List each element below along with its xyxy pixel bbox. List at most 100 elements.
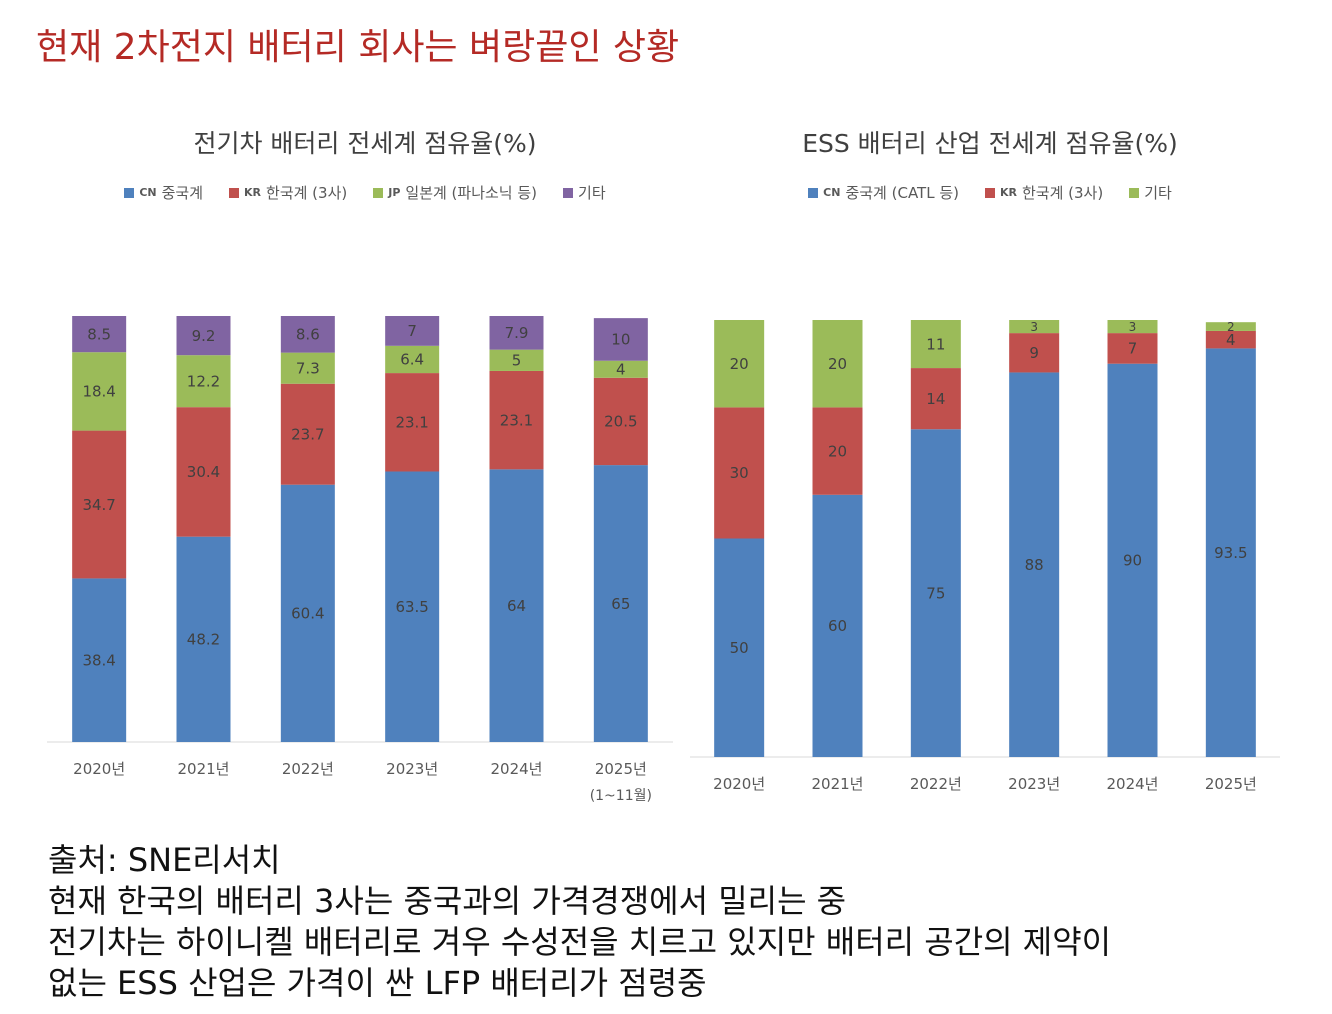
ev-bar-segment: [489, 349, 544, 371]
ev-bar-segment: [176, 355, 231, 408]
legend-swatch: [373, 187, 384, 198]
ess-bar-segment: [910, 368, 961, 430]
ev-bar-segment: [593, 318, 648, 361]
ess-bar-segment: [1107, 363, 1158, 757]
ess-chart-plot: 50 30 20 2020년 60 20 20 2021년 75 14 11 2022년 88 9 3 202…: [690, 320, 1280, 793]
ess-data-label: 9: [1029, 344, 1039, 362]
legend-swatch: [808, 187, 819, 198]
ev-bar-segment: [176, 536, 231, 742]
ev-data-label: 9.2: [192, 327, 216, 345]
ev-data-label: 8.6: [296, 326, 320, 344]
ev-bar-segment: [385, 471, 440, 742]
ess-data-label: 3: [1030, 320, 1038, 334]
legend-label: 한국계 (3사): [1021, 184, 1104, 202]
ess-data-label: 90: [1123, 552, 1142, 570]
ess-data-label: 60: [828, 617, 847, 635]
ev-bar-segment: [72, 578, 127, 742]
ess-bar-segment: [812, 320, 863, 408]
ev-bar-segment: [72, 430, 127, 579]
ev-data-label: 30.4: [187, 463, 220, 481]
ev-data-label: 64: [507, 597, 526, 615]
ev-bar-segment: [593, 377, 648, 466]
legend-swatch: [563, 187, 574, 198]
ess-chart-legend: CN 중국계 (CATL 등) KR 한국계 (3사) 기타: [680, 182, 1300, 203]
ev-legend-item: CN 중국계: [124, 182, 203, 203]
ess-bar-segment: [1107, 320, 1158, 334]
ess-bar-segment: [1107, 333, 1158, 364]
legend-swatch: [984, 187, 995, 198]
ev-data-label: 5: [512, 352, 522, 370]
ess-x-tick-label: 2024년: [1107, 775, 1159, 793]
ev-x-tick-label: 2023년: [386, 760, 438, 778]
ev-chart-title: 전기차 배터리 전세계 점유율(%): [193, 129, 537, 158]
ev-data-label: 48.2: [187, 631, 220, 649]
commentary-line-1: 현재 한국의 배터리 3사는 중국과의 가격경쟁에서 밀리는 중: [48, 882, 847, 920]
ev-legend-item: 기타: [563, 182, 606, 203]
ev-data-label: 6.4: [400, 351, 424, 369]
ess-bar-segment: [812, 494, 863, 757]
commentary-line-3: 없는 ESS 산업은 가격이 싼 LFP 배터리가 점령중: [48, 964, 707, 1002]
ess-bar-segment: [714, 320, 765, 408]
legend-label: 기타: [1144, 184, 1172, 202]
ess-bar-segment: [1009, 372, 1060, 757]
ess-x-tick-label: 2022년: [910, 775, 962, 793]
ev-data-label: 23.7: [291, 425, 324, 443]
ev-data-label: 23.1: [395, 414, 428, 432]
legend-label: 중국계: [161, 184, 204, 202]
legend-flag-code: CN: [139, 186, 157, 199]
ess-data-label: 7: [1128, 340, 1138, 358]
legend-label: 중국계 (CATL 등): [845, 184, 959, 202]
headline: 현재 2차전지 배터리 회사는 벼랑끝인 상황: [36, 27, 680, 68]
commentary-line-2: 전기차는 하이니켈 배터리로 겨우 수성전을 치르고 있지만 배터리 공간의 제…: [48, 923, 1112, 961]
ev-bar-segment: [72, 316, 127, 353]
ev-data-label: 4: [616, 361, 626, 379]
ev-bar-segment: [489, 316, 544, 350]
ev-bar-segment: [489, 469, 544, 742]
ess-legend-item: CN 중국계 (CATL 등): [808, 182, 959, 203]
ev-legend-item: KR 한국계 (3사): [229, 182, 347, 203]
notes-block: 출처: SNE리서치 현재 한국의 배터리 3사는 중국과의 가격경쟁에서 밀리…: [48, 840, 1111, 1004]
source-note: 출처: SNE리서치: [48, 841, 281, 879]
ev-data-label: 23.1: [500, 411, 533, 429]
ev-bar-segment: [385, 316, 440, 346]
legend-swatch: [1129, 187, 1140, 198]
legend-swatch: [229, 187, 240, 198]
ev-x-tick-label: 2020년: [73, 760, 125, 778]
ev-x-tick-label: 2021년: [178, 760, 230, 778]
ess-data-label: 88: [1025, 556, 1044, 574]
ess-x-tick-label: 2020년: [713, 775, 765, 793]
ev-battery-share-chart: 38.4 34.7 18.4 8.5 2020년 48.2 30.4 12.2 9.2 2021년…: [40, 110, 690, 830]
ev-chart-legend: CN 중국계 KR 한국계 (3사) JP 일본계 (파나소닉 등) 기타: [40, 182, 690, 203]
ess-bar-segment: [1009, 333, 1060, 373]
legend-flag-code: KR: [999, 186, 1017, 199]
ess-data-label: 14: [926, 390, 945, 408]
ess-bar-segment: [910, 320, 961, 369]
ess-data-label: 75: [926, 584, 945, 602]
ev-data-label: 38.4: [82, 651, 115, 669]
ev-x-tick-label: 2022년: [282, 760, 334, 778]
ev-data-label: 65: [611, 595, 630, 613]
ev-data-label: 7.3: [296, 359, 320, 377]
ess-data-label: 30: [730, 464, 749, 482]
ev-legend-item: JP 일본계 (파나소닉 등): [373, 182, 537, 203]
ess-data-label: 20: [730, 355, 749, 373]
ev-data-label: 63.5: [395, 598, 428, 616]
ev-data-label: 18.4: [82, 383, 115, 401]
ev-bar-segment: [176, 316, 231, 356]
ess-bar-segment: [1205, 330, 1256, 349]
ev-data-label: 20.5: [604, 413, 637, 431]
ev-data-label: 34.7: [82, 496, 115, 514]
ess-battery-share-chart: 50 30 20 2020년 60 20 20 2021년 75 14 11 2022년 88 9 3 202…: [680, 110, 1300, 830]
ev-bar-segment: [72, 352, 127, 431]
ess-legend-item: 기타: [1129, 182, 1172, 203]
ess-bar-segment: [714, 538, 765, 757]
ess-x-tick-label: 2023년: [1008, 775, 1060, 793]
ev-data-label: 7.9: [505, 324, 529, 342]
ev-data-label: 10: [611, 331, 630, 349]
ev-bar-segment: [593, 465, 648, 742]
ev-x-tick-label: 2024년: [491, 760, 543, 778]
ess-x-tick-label: 2025년: [1205, 775, 1257, 793]
ess-data-label: 11: [926, 335, 945, 353]
ess-bar-segment: [1009, 320, 1060, 334]
ess-data-label: 93.5: [1214, 544, 1247, 562]
